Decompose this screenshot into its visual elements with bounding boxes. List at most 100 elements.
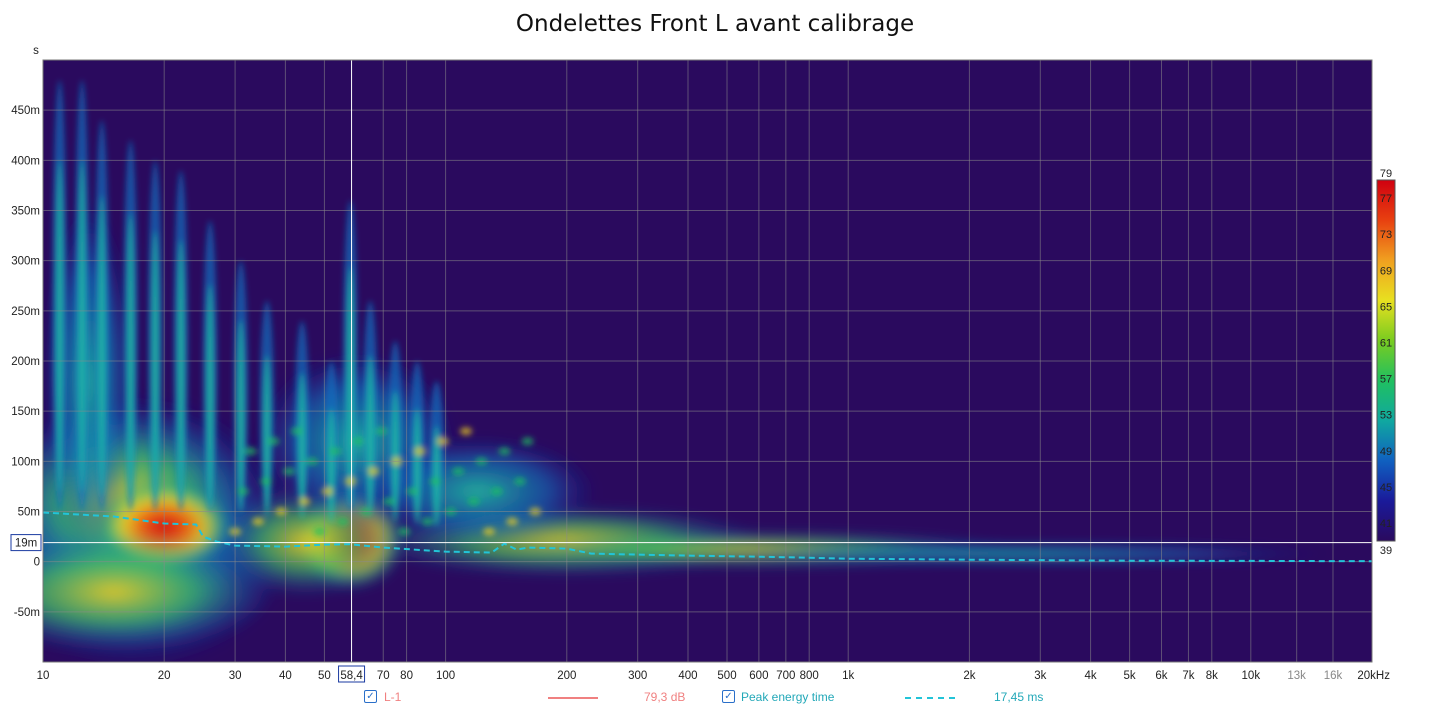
x-tick-label: 4k: [1085, 670, 1097, 682]
heat-bubble: [483, 527, 496, 536]
heat-bubble: [259, 477, 272, 486]
heat-bubble: [352, 437, 365, 446]
y-tick-label: 450m: [11, 105, 40, 117]
colorbar-tick-label: 49: [1380, 446, 1392, 458]
heat-bubble: [429, 477, 442, 486]
x-tick-label: 400: [678, 670, 697, 682]
heat-ridge: [391, 390, 400, 522]
y-tick-label: 50m: [18, 507, 40, 519]
heat-ridge: [126, 213, 135, 499]
y-axis: 450m 400m 350m 300m 250m 200m 150m 100m 50m 0 -50m: [11, 105, 40, 619]
colorbar-tick-label: 53: [1380, 410, 1392, 422]
x-tick-label: 10: [37, 670, 50, 682]
y-tick-label: 300m: [11, 256, 40, 268]
heat-bubble: [436, 437, 449, 446]
heat-bubble: [321, 487, 334, 496]
peak-energy-label: Peak energy time: [741, 690, 835, 704]
heat-bubble: [252, 517, 265, 526]
heat-ridges: [52, 80, 542, 536]
x-tick-label: 80: [400, 670, 413, 682]
x-tick-label: 5k: [1124, 670, 1136, 682]
heat-bubble: [336, 517, 349, 526]
x-tick-label: 20kHz: [1357, 670, 1390, 682]
heat-bubble: [506, 517, 519, 526]
heat-ridge: [298, 372, 307, 520]
plot-border: [42, 59, 1373, 663]
heat-ridge: [327, 408, 336, 525]
y-tick-label: -50m: [14, 607, 40, 619]
heat-bubble: [375, 427, 388, 436]
heat-bubble: [452, 467, 465, 476]
heat-bubble: [383, 497, 396, 506]
heat-bubble: [282, 467, 295, 476]
x-tick-label: 20: [158, 670, 171, 682]
heat-ridge: [432, 426, 441, 527]
heat-ridge: [55, 159, 64, 492]
colorbar-tick-label: 79: [1380, 168, 1392, 180]
cursor-x-box: [338, 665, 366, 683]
x-tick-label: 100: [436, 670, 455, 682]
cursor-y-label: 19m: [15, 538, 37, 550]
x-tick-label: 16k: [1324, 670, 1343, 682]
l1-value: 79,3 dB: [644, 690, 686, 704]
x-tick-label: 200: [557, 670, 576, 682]
colorbar-tick-label: 69: [1380, 265, 1392, 277]
x-tick-label: 10k: [1242, 670, 1261, 682]
y-tick-label: 150m: [11, 406, 40, 418]
peak-energy-swatch: [905, 697, 955, 699]
colorbar-tick-label: 45: [1380, 482, 1392, 494]
y-unit-label: s: [33, 45, 39, 57]
heat-ridge: [151, 230, 160, 501]
heat-ridge: [236, 319, 245, 513]
x-tick-label: 50: [318, 670, 331, 682]
heat-bubble: [498, 447, 511, 456]
y-tick-label: 350m: [11, 206, 40, 218]
heat-bubble: [267, 437, 280, 446]
x-tick-label: 13k: [1287, 670, 1306, 682]
colorbar: 79 77 73 69 65 61 57 53 49 45 41 39: [1376, 168, 1396, 557]
x-tick-label: 30: [229, 670, 242, 682]
x-tick-label: 8k: [1206, 670, 1218, 682]
x-axis: 10 20 30 40 50 70 80 100 200 300 400 500 600 700 800 1k…: [37, 670, 1391, 682]
heat-ridge: [97, 195, 106, 497]
cursor[interactable]: 58,4 19m: [10, 60, 1372, 683]
colorbar-tick-label: 39: [1380, 545, 1392, 557]
heat-ridge: [78, 159, 87, 492]
l1-checkbox[interactable]: ✓: [364, 690, 377, 703]
x-tick-label: 800: [800, 670, 819, 682]
x-tick-label: 2k: [963, 670, 975, 682]
x-tick-label: 300: [628, 670, 647, 682]
heat-bubble: [459, 427, 472, 436]
l1-label: L-1: [384, 690, 402, 704]
x-tick-label: 1k: [842, 670, 854, 682]
colorbar-tick-label: 41: [1380, 518, 1392, 530]
l1-swatch: [548, 697, 598, 699]
heat-bubble: [236, 487, 249, 496]
y-tick-label: 200m: [11, 356, 40, 368]
heat-bubble: [244, 447, 257, 456]
heat-bubble: [513, 477, 526, 486]
peak-energy-checkbox[interactable]: ✓: [722, 690, 735, 703]
heat-ridge: [206, 284, 215, 508]
x-tick-label: 700: [776, 670, 795, 682]
heat-bubble: [298, 497, 311, 506]
colorbar-tick-label: 73: [1380, 229, 1392, 241]
y-tick-label: 250m: [11, 306, 40, 318]
heat-bubble: [521, 437, 534, 446]
chart-title: Ondelettes Front L avant calibrage: [516, 11, 914, 37]
y-tick-label: 100m: [11, 456, 40, 468]
heat-ridge: [346, 266, 355, 506]
cursor-x-label: 58,4: [340, 670, 363, 682]
heat-bubble: [344, 477, 357, 486]
heat-ridge: [413, 408, 422, 525]
x-tick-label: 6k: [1155, 670, 1167, 682]
heat-ridge: [366, 355, 375, 518]
colorbar-tick-label: 57: [1380, 374, 1392, 386]
colorbar-tick-label: 65: [1380, 301, 1392, 313]
heat-ridge: [262, 355, 271, 518]
cursor-y-box: [10, 534, 42, 552]
x-tick-label: 40: [279, 670, 292, 682]
x-tick-label: 3k: [1034, 670, 1046, 682]
colorbar-tick-label: 77: [1380, 193, 1392, 205]
